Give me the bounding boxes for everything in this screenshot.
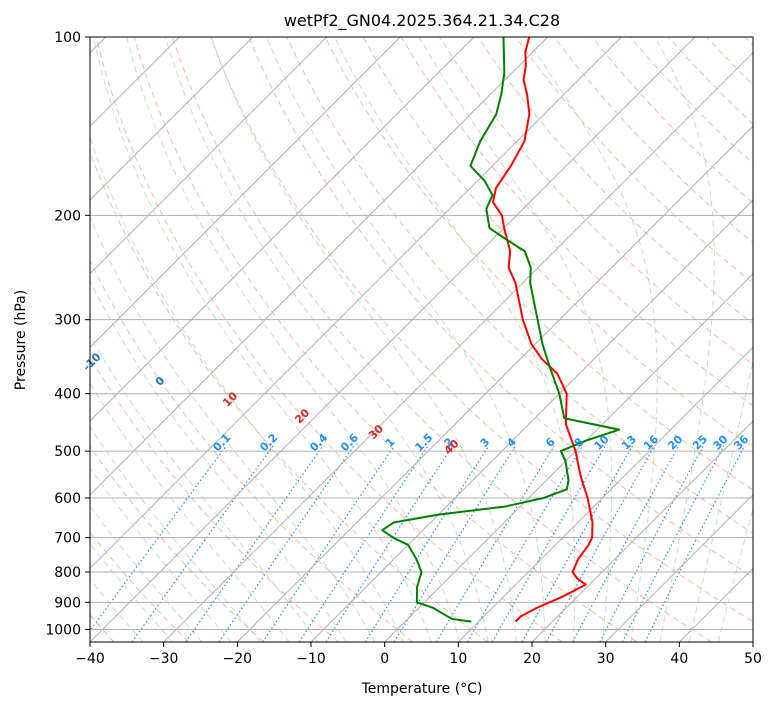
- isotherm-line: [384, 272, 753, 642]
- dry-adiabat: [286, 37, 753, 534]
- mixing-ratio-line: [185, 445, 324, 642]
- isotherm-line: [90, 37, 549, 496]
- y-tick-label: 800: [54, 565, 81, 581]
- y-tick-label: 300: [54, 313, 81, 329]
- chart-title: wetPf2_GN04.2025.364.21.34.C28: [284, 11, 560, 31]
- moist-adiabat: [418, 37, 613, 642]
- y-tick-label: 600: [54, 491, 81, 507]
- y-tick-label: 200: [54, 208, 81, 224]
- x-tick-label: 30: [597, 651, 615, 667]
- isotherm-line: [605, 493, 753, 642]
- dry-adiabat: [90, 259, 414, 642]
- dry-adiabat: [248, 37, 753, 578]
- y-tick-label: 700: [54, 531, 81, 547]
- moist-adiabat: [90, 334, 319, 642]
- y-tick-label: 500: [54, 444, 81, 460]
- moist-adiabat: [654, 37, 715, 642]
- moist-adiabat: [90, 279, 347, 642]
- isotherm-line: [90, 37, 328, 275]
- moist-adiabat: [92, 37, 432, 642]
- moist-adiabat: [90, 215, 376, 642]
- moist-adiabat: [688, 358, 753, 642]
- moist-adiabat: [717, 506, 753, 642]
- plot-frame: [89, 36, 754, 643]
- dry-adiabat: [90, 356, 339, 642]
- mixing-ratio-line: [435, 445, 555, 642]
- mixing-ratio-line: [521, 445, 634, 642]
- y-tick-label: 1000: [45, 622, 81, 638]
- dry-adiabat: [171, 37, 712, 642]
- x-tick-label: 40: [670, 651, 688, 667]
- x-tick-label: 50: [744, 651, 762, 667]
- x-axis-label: Temperature (°C): [361, 681, 483, 697]
- isotherm-line: [90, 37, 696, 642]
- x-tick-label: −10: [296, 651, 326, 667]
- x-tick-label: 10: [449, 651, 467, 667]
- mixing-ratio-line: [644, 445, 746, 642]
- isotherm-line: [90, 37, 475, 422]
- moist-adiabat: [90, 135, 404, 642]
- dry-adiabat: [324, 37, 753, 491]
- y-axis-label: Pressure (hPa): [13, 290, 29, 390]
- y-tick-label: 400: [54, 387, 81, 403]
- isotherm-line: [236, 125, 753, 642]
- mixing-ratio-line: [218, 445, 355, 642]
- x-tick-label: −40: [75, 651, 105, 667]
- grid-lines: [90, 37, 753, 642]
- dry-adiabat: [210, 37, 753, 623]
- isotherm-line: [90, 37, 401, 349]
- moist-adiabat: [210, 37, 517, 642]
- series-line-1: [381, 37, 621, 623]
- mixing-ratio-lines: [90, 445, 746, 642]
- moist-adiabat: [266, 37, 546, 642]
- mixing-ratio-line: [262, 445, 395, 642]
- x-tick-label: 20: [523, 651, 541, 667]
- profile-series: [381, 37, 621, 623]
- moist-adiabat: [90, 426, 261, 642]
- axis-ticks: −40 −30 −20 −10 0 10 20 30 40 50 100 200 300 400 500 60…: [45, 30, 762, 667]
- mixing-ratio-line: [298, 445, 429, 642]
- moist-adiabat: [90, 578, 144, 642]
- dry-adiabat: [515, 37, 753, 284]
- isotherm-line: [457, 346, 753, 642]
- y-tick-label: 100: [54, 30, 81, 46]
- series-line-0: [492, 37, 594, 623]
- moist-adiabat: [525, 37, 658, 642]
- x-tick-label: −30: [149, 651, 179, 667]
- mixing-ratio-line: [325, 445, 454, 642]
- x-tick-label: −20: [223, 651, 253, 667]
- isotherm-line: [531, 420, 753, 642]
- isotherm-line: [90, 37, 254, 201]
- plot-area: [90, 37, 753, 642]
- y-tick-label: 900: [54, 595, 81, 611]
- mixing-ratio-line: [131, 445, 274, 642]
- moist-adiabat: [334, 37, 576, 642]
- isotherm-line: [310, 199, 753, 642]
- moist-adiabat: [126, 37, 461, 642]
- x-tick-label: 0: [380, 651, 389, 667]
- mixing-ratio-line: [466, 445, 584, 642]
- dry-adiabats: [90, 37, 753, 642]
- dry-adiabat: [95, 37, 563, 642]
- moist-adiabat: [90, 382, 290, 642]
- isotherm-line: [163, 51, 753, 642]
- mixing-ratio-line: [364, 445, 490, 642]
- dry-adiabat: [133, 37, 638, 642]
- mixing-ratio-line: [621, 445, 725, 642]
- isotherm-line: [90, 37, 622, 570]
- mixing-ratio-line: [545, 445, 656, 642]
- dry-adiabat: [90, 445, 264, 642]
- mixing-ratio-line: [393, 445, 516, 642]
